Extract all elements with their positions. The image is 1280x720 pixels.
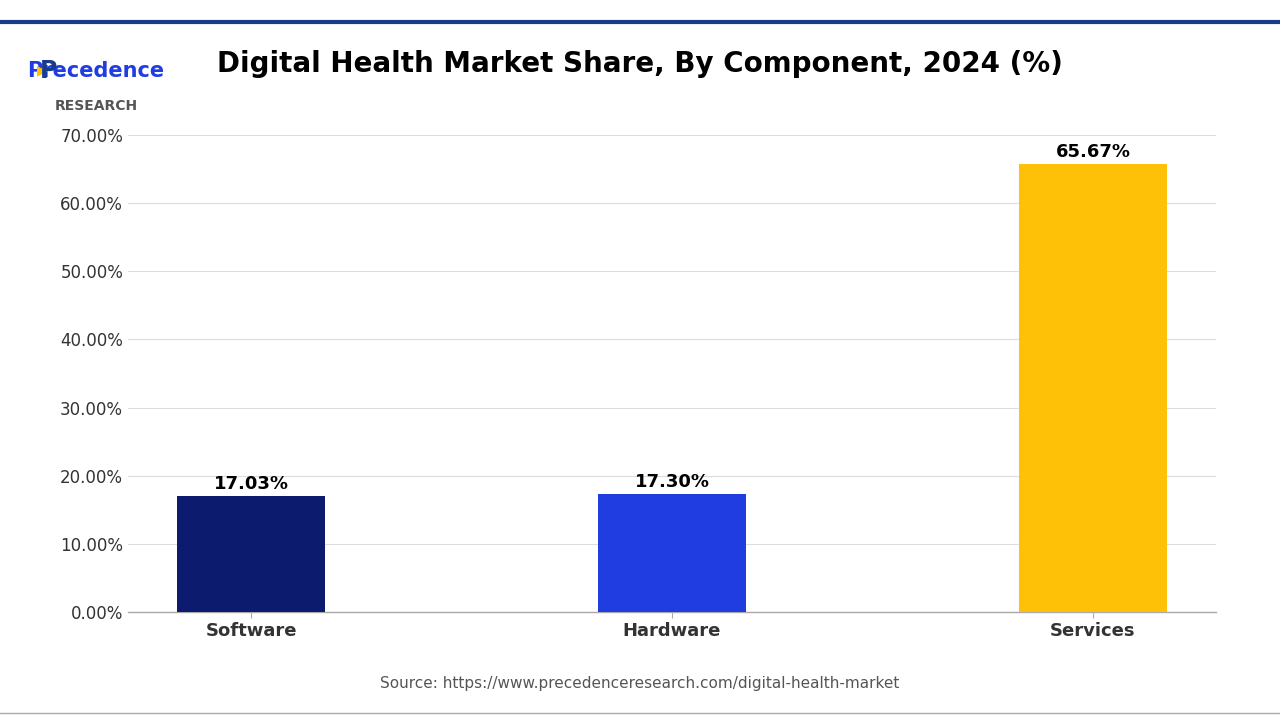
Text: RESEARCH: RESEARCH	[55, 99, 137, 113]
Text: 17.30%: 17.30%	[635, 472, 709, 490]
Text: Precedence: Precedence	[27, 61, 165, 81]
Text: 65.67%: 65.67%	[1056, 143, 1130, 161]
Text: ▶: ▶	[37, 63, 47, 77]
Text: 17.03%: 17.03%	[214, 474, 288, 492]
Text: P: P	[40, 59, 58, 83]
Bar	[598, 494, 746, 612]
Text: Source: https://www.precedenceresearch.com/digital-health-market: Source: https://www.precedenceresearch.c…	[380, 676, 900, 691]
Text: Digital Health Market Share, By Component, 2024 (%): Digital Health Market Share, By Componen…	[218, 50, 1062, 78]
Bar	[1019, 164, 1166, 612]
Bar	[178, 496, 325, 612]
